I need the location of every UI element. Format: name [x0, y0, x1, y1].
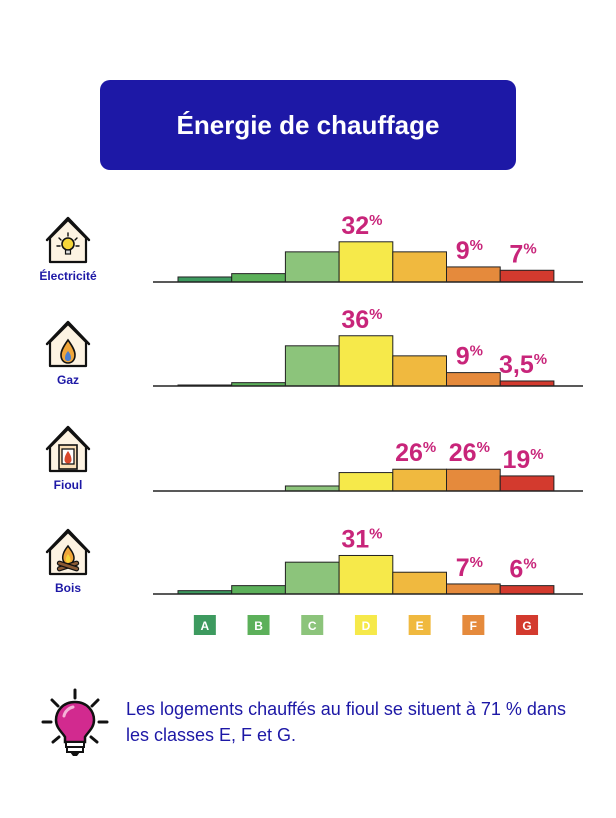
class-badge-E [408, 615, 431, 635]
bar-F [446, 583, 501, 595]
footer-text: Les logements chauffés au fioul se situe… [126, 699, 566, 745]
bar-G [499, 269, 555, 283]
bar-E [392, 355, 447, 387]
house-lightbulb-icon [45, 216, 91, 264]
series-label: Bois [55, 581, 81, 595]
bar-E [392, 468, 447, 492]
data-label: 19% [502, 446, 543, 474]
chart-title: Énergie de chauffage [176, 109, 440, 140]
data-label: 32% [341, 212, 382, 240]
data-label: 9% [456, 343, 483, 371]
class-label: C [308, 619, 317, 633]
bar-C [284, 345, 340, 387]
series-label: Fioul [54, 478, 83, 492]
class-label: A [201, 619, 210, 633]
series-label: Gaz [57, 373, 79, 387]
data-label: 26% [395, 439, 436, 467]
house-wood-fire-icon [45, 528, 91, 576]
energy-class-charts: Électricité 32% 9% 7% Gaz 36% 9% 3,5% Fioul 26% 26… [39, 212, 583, 635]
data-label: 3,5% [499, 351, 547, 379]
data-label: 7% [456, 554, 483, 582]
bar-B [231, 585, 286, 595]
bar-C [284, 251, 340, 283]
bar-C [284, 561, 340, 595]
data-label: 6% [509, 556, 536, 584]
class-badge-D [354, 615, 377, 635]
data-label: 26% [449, 439, 490, 467]
bar-D [338, 335, 394, 387]
class-badge-F [462, 615, 485, 635]
class-label: F [470, 619, 477, 633]
class-label: E [416, 619, 424, 633]
bar-E [392, 251, 447, 283]
bar-B [231, 273, 286, 283]
class-label: G [522, 619, 531, 633]
bar-G [499, 475, 555, 492]
bar-E [392, 571, 447, 595]
footer-note: Les logements chauffés au fioul se situe… [40, 688, 600, 758]
bar-D [338, 241, 394, 283]
series-label: Électricité [39, 268, 97, 283]
class-badge-G [516, 615, 539, 635]
class-label: B [254, 619, 263, 633]
bar-G [499, 585, 555, 595]
data-label: 9% [456, 237, 483, 265]
lightbulb-icon [41, 688, 109, 756]
data-label: 36% [341, 306, 382, 334]
house-gas-flame-icon [45, 320, 91, 368]
title-banner: Énergie de chauffage [100, 80, 516, 170]
house-oil-stove-icon [45, 425, 91, 473]
bar-D [338, 554, 394, 595]
class-badge-C [301, 615, 324, 635]
data-label: 7% [509, 240, 536, 268]
class-badge-A [193, 615, 216, 635]
bar-D [338, 472, 394, 492]
class-label: D [362, 619, 371, 633]
bar-F [446, 266, 501, 283]
bar-F [446, 468, 501, 492]
class-badge-B [247, 615, 270, 635]
data-label: 31% [341, 525, 382, 553]
bar-F [446, 372, 501, 387]
